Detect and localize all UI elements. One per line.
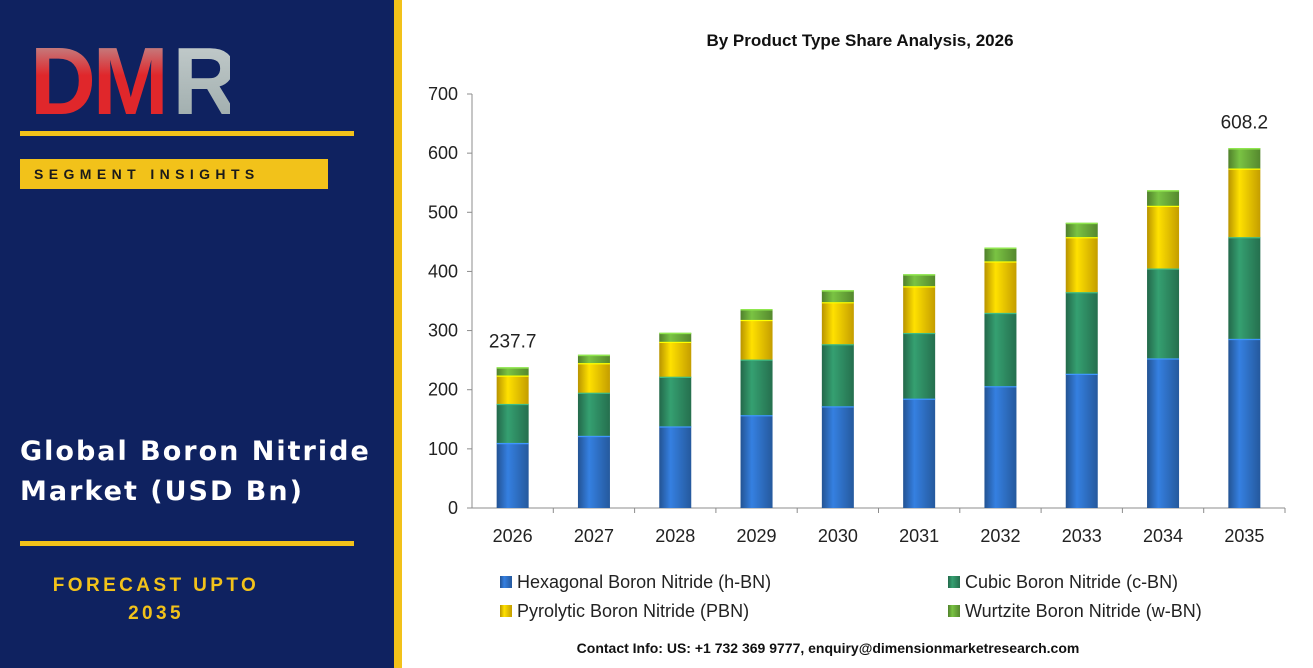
x-tick-label-2030: 2030	[818, 526, 858, 546]
bar-2026-series-3	[496, 375, 529, 404]
bar-2032-series-4	[984, 247, 1017, 262]
bar-2035-series-2	[1228, 237, 1261, 339]
bar-2033-series-4	[1065, 222, 1098, 238]
bar-2032-series-1	[984, 386, 1017, 508]
legend-swatch-1	[500, 576, 512, 588]
market-title-line2: Market (USD Bn)	[20, 476, 304, 507]
y-tick-label: 400	[428, 261, 458, 281]
bar-2027-series-1	[577, 435, 610, 508]
stacked-bar-chart: 0 100 200 300 400 500 600 700 2026 2027 2028 2029 20…	[428, 84, 1286, 621]
legend-label-2: Cubic Boron Nitride (c-BN)	[965, 572, 1178, 592]
legend-label-4: Wurtzite Boron Nitride (w-BN)	[965, 601, 1202, 621]
bar-2026-series-4	[496, 367, 529, 376]
bar-2031-series-2	[903, 332, 936, 399]
y-tick-label: 300	[428, 321, 458, 341]
bar-2033-series-3	[1065, 237, 1098, 293]
bar-2030-series-4	[821, 290, 854, 303]
legend-swatch-4	[948, 605, 960, 617]
left-panel	[0, 0, 394, 668]
bar-2030-series-2	[821, 344, 854, 407]
bar-2027-series-2	[577, 392, 610, 436]
segment-insights-badge: SEGMENT INSIGHTS	[20, 159, 328, 189]
contact-info: Contact Info: US: +1 732 369 9777, enqui…	[576, 640, 1080, 656]
bar-2026-series-2	[496, 403, 529, 443]
bar-2031-series-3	[903, 286, 936, 333]
forecast-line1: FORECAST UPTO	[52, 575, 260, 596]
logo-letter-m: M	[93, 34, 169, 120]
logo-letter-d: D	[30, 34, 96, 120]
bar-2026-series-1	[496, 442, 529, 508]
legend-label-3: Pyrolytic Boron Nitride (PBN)	[517, 601, 749, 621]
x-tick-label-2026: 2026	[493, 526, 533, 546]
title-underline	[20, 541, 354, 546]
dmr-logo: D M R	[30, 34, 230, 120]
bar-2034-series-1	[1147, 358, 1180, 508]
bar-2031-series-1	[903, 398, 936, 508]
bar-2030-series-1	[821, 406, 854, 508]
forecast-label: FORECAST UPTO 2035	[20, 572, 292, 628]
forecast-line2: 2035	[128, 603, 184, 624]
chart-title: By Product Type Share Analysis, 2026	[706, 31, 1014, 50]
legend-label-1: Hexagonal Boron Nitride (h-BN)	[517, 572, 771, 592]
bar-2028-series-3	[659, 341, 692, 377]
segment-insights-label: SEGMENT INSIGHTS	[34, 166, 260, 182]
y-tick-label: 600	[428, 143, 458, 163]
bar-2033-series-2	[1065, 292, 1098, 374]
logo-letter-r: R	[173, 34, 231, 120]
bar-2032-series-3	[984, 261, 1017, 313]
bar-2034-series-4	[1147, 190, 1180, 206]
bar-2028-series-4	[659, 332, 692, 342]
x-tick-label-2031: 2031	[899, 526, 939, 546]
x-tick-label-2028: 2028	[655, 526, 695, 546]
bar-2030-series-3	[821, 302, 854, 345]
bar-2032-series-2	[984, 312, 1017, 387]
x-tick-label-2033: 2033	[1062, 526, 1102, 546]
x-tick-label-2035: 2035	[1224, 526, 1264, 546]
y-tick-label: 0	[448, 498, 458, 518]
bar-2027-series-4	[577, 354, 610, 364]
market-title-line1: Global Boron Nitride	[20, 436, 371, 467]
bar-2028-series-1	[659, 426, 692, 508]
y-tick-label: 500	[428, 202, 458, 222]
legend-swatch-3	[500, 605, 512, 617]
bar-2029-series-4	[740, 309, 773, 320]
bar-2034-series-2	[1147, 268, 1180, 359]
bar-2029-series-1	[740, 415, 773, 508]
total-label-2026: 237.7	[489, 331, 537, 352]
x-tick-label-2032: 2032	[980, 526, 1020, 546]
x-tick-label-2029: 2029	[737, 526, 777, 546]
bar-2033-series-1	[1065, 373, 1098, 508]
y-tick-label: 700	[428, 84, 458, 104]
bar-2029-series-2	[740, 359, 773, 416]
x-tick-label-2027: 2027	[574, 526, 614, 546]
bar-2034-series-3	[1147, 205, 1180, 269]
bar-2029-series-3	[740, 319, 773, 360]
total-label-2035: 608.2	[1221, 112, 1269, 133]
market-title: Global Boron Nitride Market (USD Bn)	[20, 432, 392, 512]
y-tick-label: 100	[428, 439, 458, 459]
legend-swatch-2	[948, 576, 960, 588]
logo-underline	[20, 131, 354, 136]
panel-divider	[394, 0, 402, 668]
bar-2035-series-4	[1228, 148, 1261, 169]
bar-2031-series-4	[903, 274, 936, 287]
bar-2035-series-1	[1228, 338, 1261, 508]
bar-2027-series-3	[577, 363, 610, 393]
x-tick-label-2034: 2034	[1143, 526, 1183, 546]
bar-2035-series-3	[1228, 168, 1261, 238]
bar-2028-series-2	[659, 376, 692, 427]
y-tick-label: 200	[428, 380, 458, 400]
